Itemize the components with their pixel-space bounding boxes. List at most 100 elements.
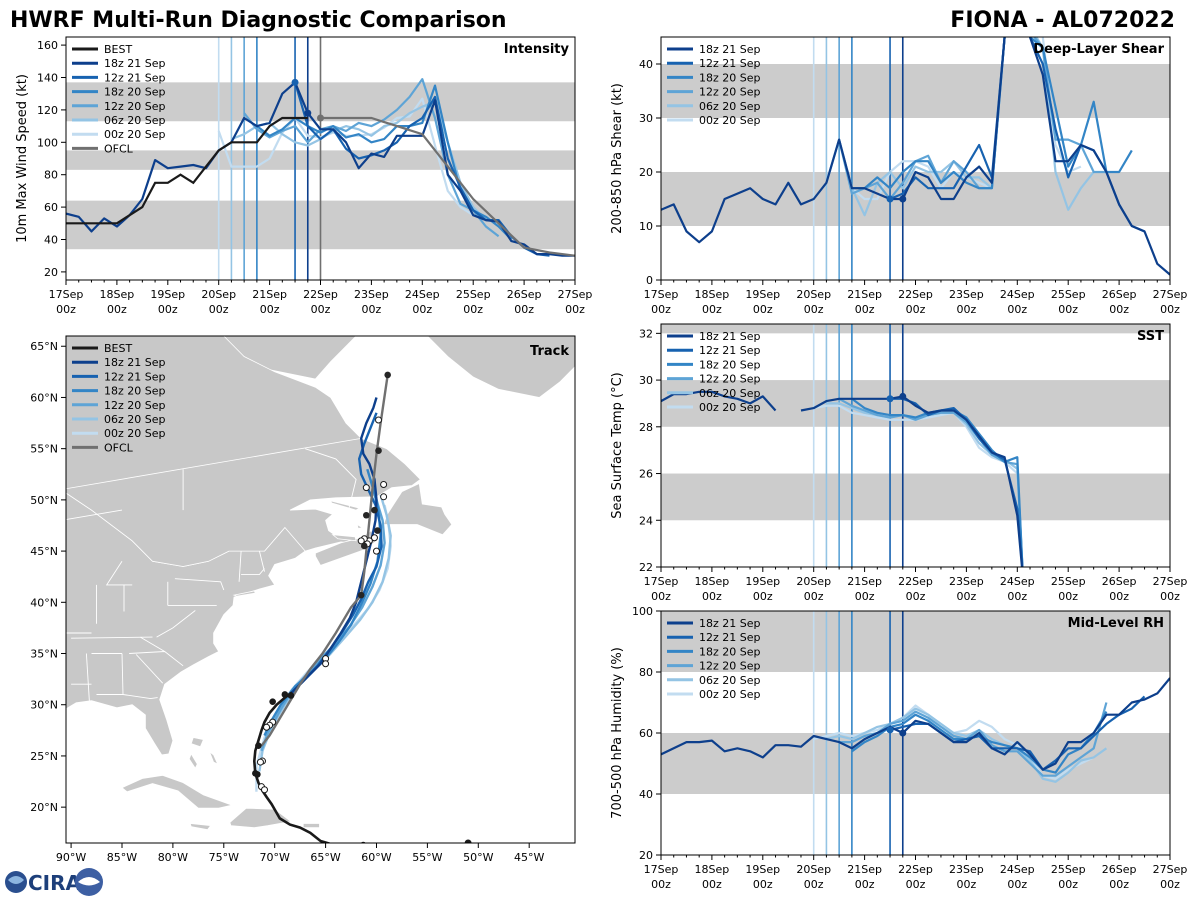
x-tick-label: 19Sep: [745, 575, 780, 588]
lat-tick-label: 35°N: [30, 648, 58, 661]
x-tick-label: 17Sep: [644, 575, 679, 588]
x-tick-label: 27Sep: [558, 288, 593, 301]
forecast-point: [261, 786, 269, 794]
lon-tick-label: 70°W: [260, 851, 290, 864]
legend-label: 18z 20 Sep: [699, 71, 761, 84]
x-tick-label: 22Sep: [303, 288, 338, 301]
legend-label: BEST: [104, 43, 132, 56]
y-tick-label: 10: [639, 220, 653, 233]
x-tick-label: 17Sep: [49, 288, 84, 301]
best-point: [281, 691, 289, 698]
lon-tick-label: 50°W: [463, 851, 493, 864]
x-tick-label: 26Sep: [507, 288, 542, 301]
y-tick-label: 40: [44, 234, 58, 247]
x-tick-label: 00z: [1007, 303, 1027, 316]
legend-label: 00z 20 Sep: [699, 401, 761, 414]
x-tick-label: 00z: [1109, 303, 1129, 316]
y-tick-label: 32: [639, 327, 653, 340]
land-mass: [229, 807, 292, 829]
legend-label: OFCL: [104, 441, 134, 454]
x-tick-label: 00z: [957, 303, 977, 316]
legend-label: 12z 20 Sep: [104, 399, 166, 412]
land-mass: [356, 523, 364, 530]
y-axis-label: Sea Surface Temp (°C): [610, 372, 625, 519]
legend-label: 18z 21 Sep: [699, 617, 761, 630]
state-border: [85, 653, 90, 702]
state-border: [140, 636, 165, 652]
x-tick-label: 00z: [1160, 303, 1180, 316]
legend-label: 06z 20 Sep: [699, 100, 761, 113]
x-tick-label: 18Sep: [100, 288, 135, 301]
y-axis-label: 200-850 hPa Shear (kt): [610, 83, 625, 234]
x-tick-label: 18Sep: [695, 288, 730, 301]
x-tick-label: 00z: [906, 303, 926, 316]
category-band: [661, 172, 1170, 226]
x-tick-label: 21Sep: [847, 288, 882, 301]
y-tick-label: 20: [639, 166, 653, 179]
series-line: [661, 37, 1170, 276]
land-mass: [189, 823, 212, 831]
state-border: [105, 561, 133, 586]
legend-label: 12z 20 Sep: [699, 373, 761, 386]
state-border: [241, 568, 265, 576]
x-tick-label: 00z: [158, 303, 178, 316]
x-tick-label: 24Sep: [1000, 863, 1035, 876]
forecast-point: [375, 416, 383, 424]
x-tick-label: 00z: [855, 878, 875, 891]
forecast-point: [357, 537, 365, 545]
best-point: [255, 742, 262, 749]
x-tick-label: 26Sep: [1102, 863, 1137, 876]
x-tick-label: 20Sep: [796, 288, 831, 301]
forecast-point: [256, 758, 264, 766]
logo-text: CIRA: [28, 871, 82, 895]
x-tick-label: 00z: [702, 590, 722, 603]
x-tick-label: 19Sep: [150, 288, 185, 301]
forecast-point: [362, 484, 370, 492]
legend-label: 12z 21 Sep: [699, 344, 761, 357]
state-border: [122, 694, 158, 700]
init-marker: [899, 729, 907, 737]
lat-tick-label: 25°N: [30, 750, 58, 763]
x-tick-label: 00z: [1007, 590, 1027, 603]
y-tick-label: 40: [639, 58, 653, 71]
x-tick-label: 23Sep: [949, 288, 984, 301]
series-line: [66, 81, 575, 257]
legend-label: 18z 21 Sep: [104, 356, 166, 369]
y-tick-label: 30: [639, 112, 653, 125]
series-line: [661, 677, 1170, 771]
x-tick-label: 00z: [1109, 878, 1129, 891]
lat-tick-label: 55°N: [30, 443, 58, 456]
forecast-point: [322, 660, 330, 668]
series-line: [243, 78, 500, 238]
x-tick-label: 00z: [1109, 590, 1129, 603]
lat-tick-label: 20°N: [30, 801, 58, 814]
x-tick-label: 00z: [753, 303, 773, 316]
lat-tick-label: 30°N: [30, 699, 58, 712]
panel-title: Track: [530, 344, 569, 359]
init-marker: [886, 395, 894, 403]
legend-label: BEST: [104, 342, 132, 355]
y-tick-label: 22: [639, 561, 653, 574]
x-tick-label: 22Sep: [898, 288, 933, 301]
best-point: [269, 698, 276, 705]
state-border: [238, 551, 242, 582]
x-tick-label: 24Sep: [1000, 575, 1035, 588]
x-tick-label: 21Sep: [847, 863, 882, 876]
x-tick-label: 19Sep: [745, 863, 780, 876]
legend-label: 00z 20 Sep: [699, 114, 761, 127]
init-marker: [304, 109, 312, 117]
legend-label: 06z 20 Sep: [699, 387, 761, 400]
x-tick-label: 20Sep: [201, 288, 236, 301]
lat-tick-label: 60°N: [30, 391, 58, 404]
lon-tick-label: 65°W: [310, 851, 340, 864]
shear-panel: 17Sep 00z 18Sep 00z 19Sep 00z 20Sep 00z 21Sep 00z…: [610, 36, 1187, 316]
series-line: [217, 97, 474, 217]
best-point: [287, 692, 295, 699]
lon-tick-label: 90°W: [56, 851, 86, 864]
x-tick-label: 25Sep: [1051, 575, 1086, 588]
land-mass: [66, 336, 363, 490]
y-tick-label: 0: [646, 274, 653, 287]
land-mass: [190, 737, 204, 748]
satellite-swirl-icon: [78, 877, 100, 886]
x-tick-label: 22Sep: [898, 863, 933, 876]
